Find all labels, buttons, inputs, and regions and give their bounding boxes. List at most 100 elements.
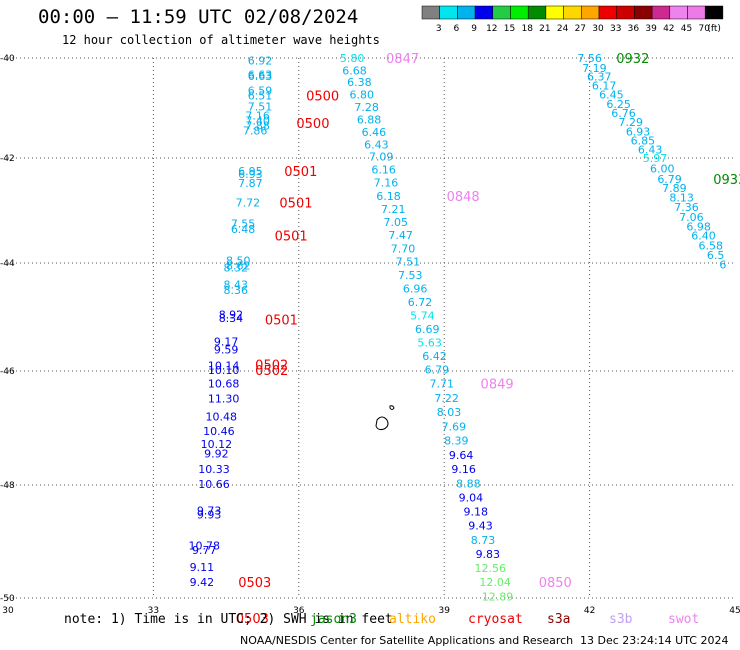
wave-height-point: 8.92 <box>219 308 244 321</box>
wave-height-point: 6.93 <box>626 126 651 139</box>
lat-tick-label: -42 <box>0 154 15 164</box>
wave-height-point: 6.5 <box>707 249 725 262</box>
wave-height-point: 6.18 <box>376 190 401 203</box>
wave-height-point: 6.43 <box>638 144 663 157</box>
wave-height-point: 10.78 <box>189 539 221 552</box>
colorbar-tick-label: 70 <box>698 24 710 34</box>
satellite-legend-item: altiko <box>389 612 436 627</box>
wave-height-point: 9.64 <box>449 449 474 462</box>
pass-time-label: 0933 <box>713 173 740 188</box>
pass-time-label: 0500 <box>306 90 339 105</box>
wave-height-point: 7.55 <box>231 218 256 231</box>
wave-height-point: 9.04 <box>459 491 484 504</box>
wave-height-point: 12.04 <box>479 576 511 589</box>
wave-height-point: 6.98 <box>686 220 711 233</box>
wave-height-point: 6.48 <box>231 223 256 236</box>
island-marion <box>375 416 389 431</box>
wave-height-point: 8.32 <box>224 261 249 274</box>
pass-time-label: 0848 <box>447 190 480 205</box>
wave-height-point: 6.88 <box>357 114 382 127</box>
wave-height-point: 5.63 <box>417 336 442 349</box>
wave-height-point: 9.59 <box>214 343 239 356</box>
wave-height-point: 6.76 <box>611 107 636 120</box>
wave-height-point: 6 <box>719 259 726 272</box>
colorbar-tick-label: 24 <box>557 24 569 34</box>
wave-height-point: 7.09 <box>369 151 394 164</box>
wave-height-point: 6.42 <box>422 350 447 363</box>
wave-height-point: 6.79 <box>657 173 682 186</box>
colorbar-tick-label: 42 <box>663 24 674 34</box>
wave-height-point: 7.70 <box>391 242 416 255</box>
colorbar-tick-label: 45 <box>681 24 692 34</box>
wave-height-point: 7.21 <box>381 203 406 216</box>
wave-height-point: 10.48 <box>206 411 238 424</box>
wave-height-point: 8.13 <box>669 191 694 204</box>
lat-tick-label: -50 <box>0 594 15 604</box>
wave-height-point: 7.28 <box>354 101 379 114</box>
wave-height-point: 7.72 <box>236 197 261 210</box>
lon-tick-label: 30 <box>2 606 14 616</box>
wave-height-point: 6.59 <box>248 85 273 98</box>
colorbar-tick-label: 27 <box>575 24 586 34</box>
wave-height-point: 10.68 <box>208 378 240 391</box>
pass-time-label: 0501 <box>275 230 308 245</box>
wave-height-point: 6.45 <box>599 89 624 102</box>
colorbar-tick-label: 15 <box>504 24 515 34</box>
wave-height-point: 7.40 <box>245 115 270 128</box>
wave-height-point: 7.88 <box>245 120 270 133</box>
wave-height-point: 12.89 <box>482 590 514 603</box>
lon-tick-label: 42 <box>584 606 595 616</box>
satellite-legend-item: swot <box>668 612 700 627</box>
wave-height-point: 6.46 <box>362 126 387 139</box>
wave-height-point: 6.43 <box>364 139 389 152</box>
colorbar-tick-label: 39 <box>645 24 657 34</box>
wave-height-values: 6.926.636.636.596.517.517.167.407.887.86… <box>189 52 727 603</box>
wave-height-point: 7.71 <box>430 378 455 391</box>
wave-height-point: 7.29 <box>619 116 644 129</box>
lon-tick-label: 33 <box>148 606 159 616</box>
wave-height-point: 9.16 <box>451 463 476 476</box>
land-masses <box>375 405 395 431</box>
pass-time-label: 0500 <box>296 117 329 132</box>
wave-height-point: 9.83 <box>476 548 501 561</box>
wave-height-point: 6.00 <box>650 163 675 176</box>
wave-height-point: 7.36 <box>674 201 699 214</box>
wave-height-point: 8.39 <box>444 435 469 448</box>
colorbar-tick-label: 9 <box>471 24 477 34</box>
colorbar-tick-label: 33 <box>610 24 621 34</box>
wave-height-point: 10.66 <box>198 478 230 491</box>
wave-height-point: 9.11 <box>190 561 215 574</box>
colorbar-tick-label: 21 <box>539 24 550 34</box>
wave-height-point: 6.17 <box>592 80 617 93</box>
wave-height-point: 12.56 <box>474 562 506 575</box>
satellite-legend-item: s3a <box>547 612 571 627</box>
wave-height-point: 6.96 <box>403 282 428 295</box>
footnote-note: note: 1) Time is in UTC; 2) SWH is in fe… <box>64 612 393 627</box>
wave-height-point: 6.16 <box>371 164 396 177</box>
pass-time-label: 0501 <box>284 165 317 180</box>
wave-height-point: 6.68 <box>342 65 367 78</box>
wave-height-point: 7.56 <box>577 52 602 65</box>
wave-height-point: 6.40 <box>691 230 716 243</box>
wave-height-point: 7.22 <box>434 392 459 405</box>
colorbar-tick-label: 18 <box>521 24 533 34</box>
wave-height-point: 5.74 <box>410 309 435 322</box>
wave-height-point: 8.34 <box>219 312 244 325</box>
colorbar-swatch <box>704 5 724 20</box>
wave-height-point: 7.87 <box>238 177 263 190</box>
satellite-legend-item: cryosat <box>468 612 523 627</box>
credit-line: NOAA/NESDIS Center for Satellite Applica… <box>240 634 574 647</box>
wave-height-point: 9.17 <box>214 335 239 348</box>
lat-tick-label: -44 <box>0 259 15 269</box>
lat-tick-label: -40 <box>0 54 15 64</box>
wave-height-point: 5.80 <box>340 52 365 65</box>
wave-height-point: 7.51 <box>248 101 273 114</box>
wave-height-point: 7.53 <box>398 269 423 282</box>
colorbar-unit: (ft) <box>707 24 721 34</box>
wave-height-point: 6.38 <box>347 76 372 89</box>
wave-height-point: 6.85 <box>631 135 656 148</box>
wave-height-point: 9.73 <box>197 504 222 517</box>
lon-tick-label: 39 <box>438 606 450 616</box>
